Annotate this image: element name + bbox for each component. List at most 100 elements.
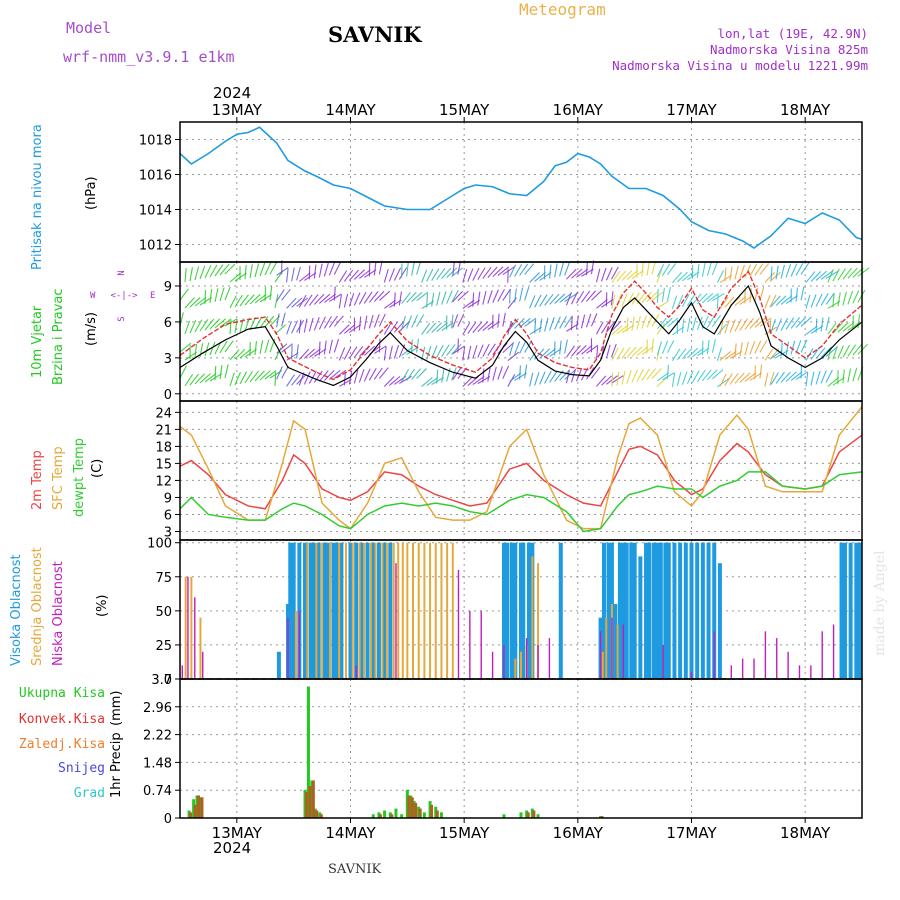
- wind-arrow: [795, 316, 806, 328]
- cloud-bar: [374, 542, 377, 679]
- wind-arrow: [519, 340, 527, 354]
- wind-arrow: [416, 314, 425, 327]
- wind-arrow: [739, 318, 748, 331]
- wind-arrow: [686, 317, 691, 332]
- wind-arrow: [724, 296, 735, 308]
- wind-arrow: [564, 262, 570, 276]
- wind-arrow: [318, 341, 321, 356]
- wind-arrow: [286, 320, 292, 335]
- cloud-bar: [537, 644, 539, 679]
- cloud-bar: [388, 542, 393, 679]
- wind-arrow: [770, 266, 773, 281]
- wind-arrow: [800, 262, 810, 275]
- wind-arrow: [254, 341, 258, 356]
- wind-arrow: [229, 272, 242, 283]
- wind-arrow: [214, 365, 217, 381]
- wind-arrow: [184, 373, 194, 387]
- cloud-bar: [621, 542, 626, 679]
- wind-arrow: [671, 372, 676, 387]
- wind-arrow: [719, 320, 724, 335]
- wind-arrow: [581, 344, 593, 355]
- cloud-bar: [381, 542, 384, 679]
- y-tick-label: 9: [164, 491, 172, 506]
- wind-arrow: [204, 265, 212, 279]
- wind-arrow: [847, 290, 854, 305]
- wind-arrow: [296, 266, 302, 281]
- wind-arrow: [636, 346, 649, 356]
- cloud-bar: [355, 665, 357, 679]
- wind-arrow: [687, 271, 700, 281]
- legend-ukupna-kisa: Ukupna Kisa: [18, 686, 105, 701]
- wind-arrow: [509, 341, 515, 356]
- precip-bar: [308, 786, 312, 818]
- cloud-bar: [839, 542, 844, 679]
- wind-arrow: [539, 348, 551, 359]
- wind-arrow: [825, 347, 838, 357]
- wind-arrow: [514, 372, 527, 381]
- wind-arrow: [477, 344, 484, 358]
- wind-arrow: [554, 316, 561, 330]
- cloud-bar: [184, 576, 187, 679]
- cloud-bar: [611, 617, 613, 679]
- wind-arrow: [457, 290, 469, 302]
- panel-frame: [179, 400, 863, 541]
- wind-arrow: [780, 264, 785, 279]
- wind-arrow: [754, 263, 764, 276]
- wind-arrow: [759, 317, 772, 327]
- wind-arrow: [514, 318, 525, 329]
- wind-arrow: [611, 372, 614, 387]
- wind-arrow: [393, 267, 402, 281]
- cloud-bar: [624, 542, 629, 679]
- cloud-bar: [423, 542, 426, 679]
- wind-arrow: [383, 268, 389, 283]
- wind-arrow: [744, 372, 757, 382]
- wind-arrow: [398, 291, 402, 306]
- cloud-bar: [501, 542, 506, 679]
- wind-arrow: [441, 322, 454, 332]
- wind-arrow: [559, 340, 562, 355]
- wind-arrow: [446, 344, 456, 356]
- wind-arrow: [701, 340, 704, 355]
- cloud-bar: [712, 542, 717, 679]
- wind-arrow: [269, 286, 273, 301]
- y-tick-label: 0: [164, 812, 172, 827]
- cloud-bar: [181, 665, 183, 679]
- cloud-bar: [276, 651, 281, 679]
- wind-arrow: [348, 293, 355, 307]
- wind-arrow: [323, 340, 327, 355]
- temp-sfc-line: [179, 406, 863, 530]
- wind-arrow: [303, 371, 311, 385]
- wind-arrow: [601, 375, 613, 386]
- date-label-top: 17MAY: [666, 101, 717, 119]
- wind-arrow: [719, 274, 733, 283]
- wind-arrow: [825, 316, 830, 331]
- wind-arrow: [487, 343, 496, 356]
- wind-arrow: [184, 268, 187, 283]
- wind-arrow: [239, 371, 248, 385]
- wind-arrow: [575, 315, 579, 330]
- precip-bar: [189, 812, 193, 818]
- wind-arrow: [388, 268, 396, 282]
- wind-arrow: [656, 322, 666, 335]
- wind-arrow: [411, 368, 421, 380]
- wind-arrow: [656, 317, 667, 330]
- wind-arrow: [539, 294, 548, 307]
- wind-arrow: [837, 268, 846, 281]
- wind-arrow: [472, 376, 485, 386]
- wind-arrow: [451, 267, 463, 277]
- wind-arrow: [676, 372, 682, 386]
- wind-arrow: [393, 344, 400, 359]
- wind-arrow: [805, 271, 816, 283]
- cloud-bar: [672, 542, 677, 679]
- wind-arrow: [373, 261, 377, 276]
- wind-arrow: [847, 267, 858, 279]
- cloud-bar: [683, 542, 688, 679]
- y-tick-label: 2.22: [143, 729, 172, 744]
- wind-arrow: [706, 339, 710, 354]
- wind-arrow: [724, 319, 730, 334]
- cloud-bar: [321, 542, 324, 679]
- wind-arrow: [264, 339, 270, 354]
- wind-arrow: [179, 288, 189, 301]
- y-tick-label: 3: [164, 525, 172, 540]
- wind-arrow: [324, 293, 336, 303]
